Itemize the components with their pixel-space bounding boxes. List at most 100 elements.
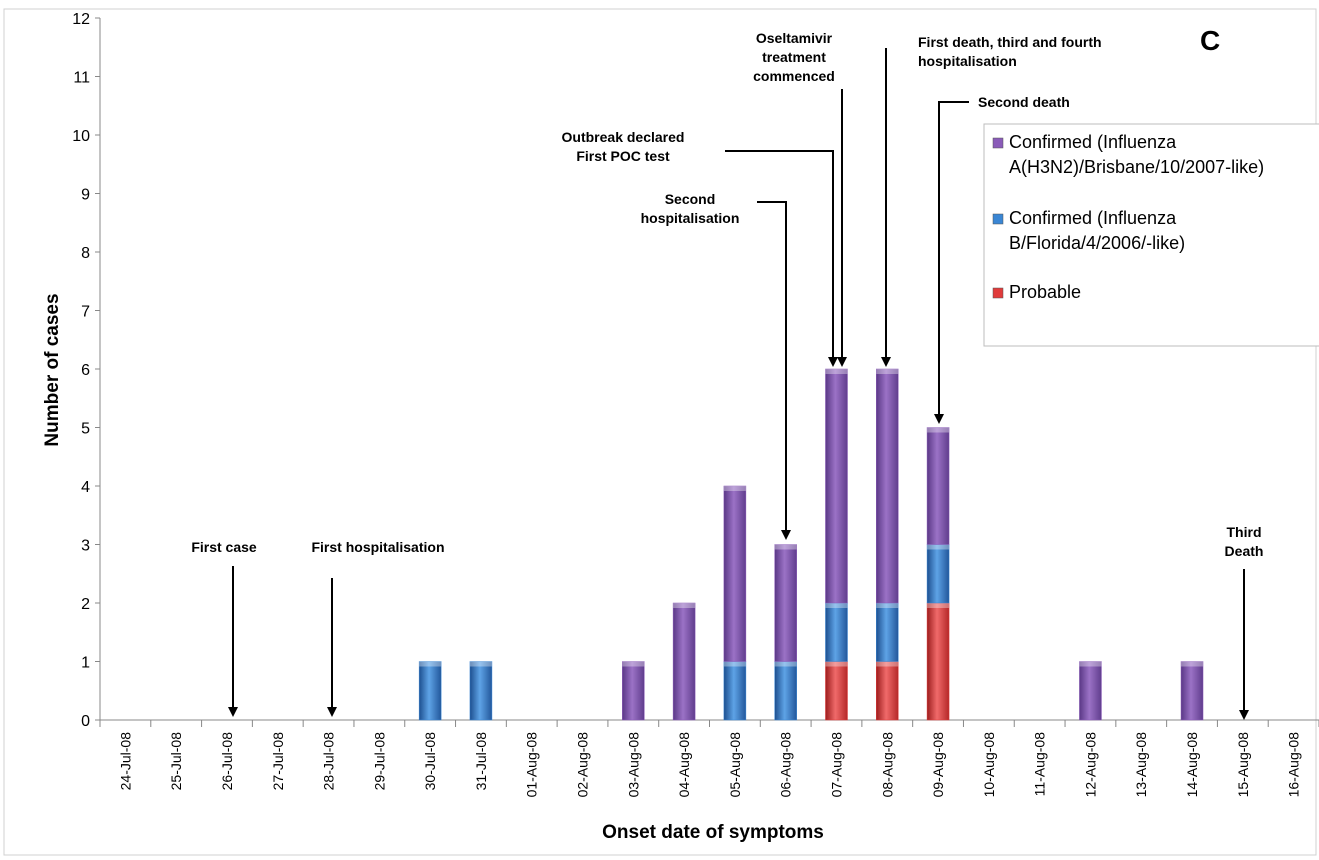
- bar-segment-highlight: [1079, 661, 1102, 667]
- y-axis-title: Number of cases: [42, 293, 63, 446]
- x-tick-label: 14-Aug-08: [1184, 732, 1200, 798]
- x-tick-label: 15-Aug-08: [1235, 732, 1251, 798]
- x-tick-label: 11-Aug-08: [1032, 732, 1048, 797]
- bar-segment: [876, 368, 899, 604]
- y-tick-label: 9: [81, 187, 90, 204]
- x-tick-label: 31-Jul-08: [473, 732, 489, 791]
- bar-segment-highlight: [876, 369, 899, 374]
- y-tick-label: 3: [81, 538, 90, 555]
- x-tick-label: 26-Jul-08: [219, 732, 235, 791]
- x-tick-label: 06-Aug-08: [778, 732, 794, 798]
- bar-segment-highlight: [825, 603, 848, 608]
- bar-segment: [825, 661, 848, 721]
- bar-segment: [469, 661, 493, 721]
- bar-segment-highlight: [723, 661, 746, 667]
- y-tick-label: 2: [81, 596, 90, 613]
- annotation-label: Death: [1225, 543, 1264, 559]
- bar-segment: [672, 602, 696, 721]
- y-tick-label: 12: [72, 11, 90, 28]
- legend-label: Probable: [1009, 282, 1081, 302]
- bar-segment: [876, 602, 899, 662]
- bar-segment-highlight: [876, 661, 899, 667]
- x-tick-label: 27-Jul-08: [270, 732, 286, 791]
- bar-segment-highlight: [876, 603, 899, 608]
- event-annotations: First case First hospitalisation Second hos…: [191, 30, 1264, 720]
- x-tick-label: 25-Jul-08: [168, 732, 184, 791]
- bars: [418, 368, 1204, 721]
- legend: Confirmed (Influenza A(H3N2)/Brisbane/10/…: [983, 123, 1319, 347]
- annotation-arrow: [934, 101, 969, 424]
- x-tick-label: 29-Jul-08: [371, 732, 387, 791]
- legend-label: Confirmed (Influenza: [1009, 208, 1177, 228]
- annotation-label: hospitalisation: [641, 210, 740, 226]
- bar-segment-highlight: [673, 603, 696, 608]
- x-tick-label: 07-Aug-08: [828, 732, 844, 798]
- bar-segment-highlight: [927, 603, 950, 608]
- legend-swatch: [992, 287, 1004, 299]
- legend-box: [983, 123, 1319, 347]
- annotation-label: Second death: [978, 94, 1070, 110]
- legend-label: Confirmed (Influenza: [1009, 132, 1177, 152]
- bar-segment: [1180, 661, 1204, 721]
- bar-segment-highlight: [469, 661, 492, 667]
- annotation-arrow: [725, 150, 838, 367]
- bar-segment-highlight: [774, 661, 797, 667]
- chart-frame: [3, 8, 1317, 856]
- x-tick-label: 05-Aug-08: [727, 732, 743, 798]
- annotation-label: treatment: [762, 49, 826, 65]
- x-tick-label: 08-Aug-08: [879, 732, 895, 798]
- bar-segment: [418, 661, 442, 721]
- bar-segment: [825, 602, 848, 662]
- annotation-label: First death, third and fourth: [918, 34, 1102, 50]
- x-tick-label: 02-Aug-08: [575, 732, 591, 798]
- bar-segment: [774, 661, 797, 721]
- bar-segment: [622, 661, 645, 721]
- bar-segment: [876, 661, 899, 721]
- y-tick-label: 10: [72, 128, 90, 145]
- legend-label: B/Florida/4/2006/-like): [1009, 233, 1185, 253]
- y-tick-label: 0: [81, 713, 90, 730]
- bar-segment-highlight: [1181, 661, 1204, 667]
- bar-segment-highlight: [774, 544, 797, 550]
- x-axis: 24-Jul-08 25-Jul-08 26-Jul-08 27-Jul-08 28-J…: [99, 719, 1319, 798]
- y-tick-label: 11: [73, 70, 90, 87]
- x-tick-label: 24-Jul-08: [117, 732, 133, 791]
- bar-segment: [825, 368, 848, 604]
- bar-segment-highlight: [825, 369, 848, 374]
- annotation-label: First hospitalisation: [311, 539, 444, 555]
- y-tick-label: 8: [81, 245, 90, 262]
- annotation-label: First case: [191, 539, 257, 555]
- bar-segment-highlight: [927, 427, 950, 433]
- bar-segment-highlight: [927, 544, 950, 550]
- y-tick-label: 6: [81, 362, 90, 379]
- y-tick-label: 7: [81, 304, 90, 321]
- bar-segment: [774, 544, 797, 662]
- x-tick-label: 04-Aug-08: [676, 732, 692, 798]
- bar-segment: [926, 602, 950, 721]
- annotation-arrow: [757, 201, 791, 540]
- bar-segment-highlight: [622, 661, 645, 667]
- bar-segment-highlight: [419, 661, 442, 667]
- bar-segment: [926, 427, 950, 545]
- annotation-label: Oseltamivir: [756, 30, 833, 46]
- y-tick-label: 5: [81, 421, 90, 438]
- bar-segment-highlight: [723, 486, 746, 491]
- panel-label: C: [1200, 25, 1220, 56]
- bar-segment: [926, 544, 950, 604]
- x-tick-label: 12-Aug-08: [1082, 732, 1098, 798]
- x-tick-label: 16-Aug-08: [1286, 732, 1302, 798]
- bar-segment: [723, 485, 747, 662]
- bar-segment: [1079, 661, 1102, 721]
- annotation-label: hospitalisation: [918, 53, 1017, 69]
- legend-label: A(H3N2)/Brisbane/10/2007-like): [1009, 157, 1264, 177]
- x-tick-label: 03-Aug-08: [625, 732, 641, 798]
- legend-swatch: [992, 137, 1004, 149]
- x-tick-label: 09-Aug-08: [930, 732, 946, 798]
- annotation-label: Outbreak declared: [562, 129, 685, 145]
- annotation-label: Third: [1227, 524, 1262, 540]
- bar-segment-highlight: [825, 661, 848, 667]
- annotation-label: First POC test: [576, 148, 670, 164]
- annotation-label: commenced: [753, 68, 835, 84]
